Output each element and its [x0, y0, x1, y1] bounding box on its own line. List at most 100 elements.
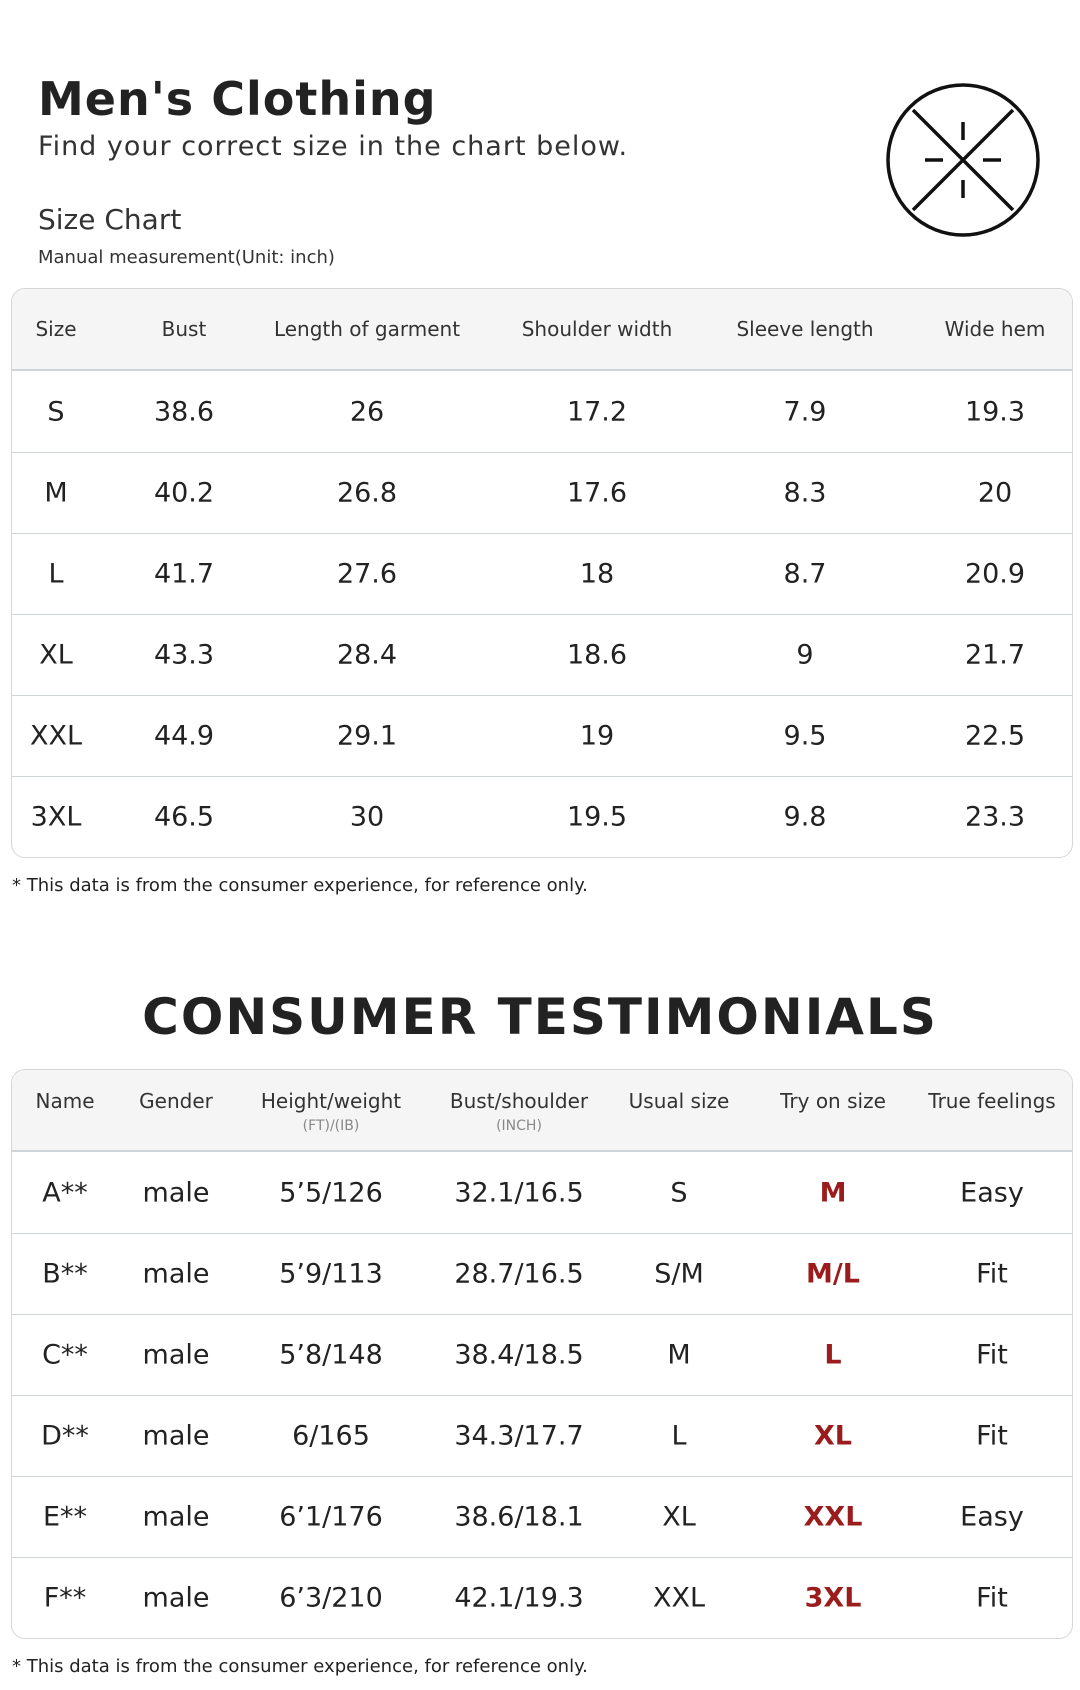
column-header: Sleeve length: [736, 317, 874, 341]
table-cell: 41.7: [153, 558, 215, 589]
column-header: Bust: [161, 317, 207, 341]
size-table: Size Bust Length of garment Shoulder width S…: [11, 288, 1073, 858]
table-header: [12, 289, 1072, 371]
row-divider: [12, 695, 1072, 696]
table-cell: 8.3: [783, 477, 827, 508]
table-cell: 17.2: [566, 396, 628, 427]
table-cell: 18.6: [566, 639, 628, 670]
table-cell: 28.4: [336, 639, 398, 670]
table-cell: S: [47, 396, 65, 427]
table-cell: Easy: [960, 1177, 1024, 1208]
column-header: Size: [35, 317, 77, 341]
column-header: Wide hem: [944, 317, 1046, 341]
table-cell: 38.4/18.5: [454, 1339, 584, 1370]
column-header: Gender: [139, 1089, 213, 1113]
table-cell: 42.1/19.3: [454, 1582, 584, 1613]
page-subtitle: Find your correct size in the chart belo…: [38, 131, 629, 162]
table-cell: 32.1/16.5: [454, 1177, 584, 1208]
table-cell: S: [670, 1177, 688, 1208]
table-header: [12, 1070, 1072, 1152]
try-on-size: XL: [813, 1420, 853, 1451]
row-divider: [12, 452, 1072, 453]
table-cell: 26.8: [336, 477, 398, 508]
table-cell: B**: [42, 1258, 88, 1289]
table-cell: L: [671, 1420, 687, 1451]
column-header: Length of garment: [273, 317, 461, 341]
table-cell: 38.6/18.1: [454, 1501, 584, 1532]
table-cell: 40.2: [153, 477, 215, 508]
try-on-size: XXL: [803, 1501, 863, 1532]
row-divider: [12, 614, 1072, 615]
footnote: * This data is from the consumer experie…: [12, 1656, 588, 1677]
table-cell: C**: [42, 1339, 88, 1370]
table-cell: 5’5/126: [279, 1177, 383, 1208]
table-cell: D**: [41, 1420, 89, 1451]
footnote: * This data is from the consumer experie…: [12, 875, 588, 896]
table-cell: 46.5: [153, 801, 215, 832]
table-cell: male: [142, 1501, 210, 1532]
table-cell: Fit: [976, 1339, 1008, 1370]
column-header: True feelings: [928, 1089, 1056, 1113]
table-cell: 17.6: [566, 477, 628, 508]
table-cell: 9.5: [783, 720, 827, 751]
table-cell: 9: [796, 639, 814, 670]
try-on-size: 3XL: [804, 1582, 862, 1613]
size-chart-title: Size Chart: [38, 203, 182, 236]
table-cell: 9.8: [783, 801, 827, 832]
column-header: Name: [35, 1089, 95, 1113]
table-cell: 6’3/210: [279, 1582, 383, 1613]
table-cell: 19: [579, 720, 615, 751]
table-cell: male: [142, 1420, 210, 1451]
table-cell: F**: [43, 1582, 87, 1613]
table-cell: 5’8/148: [279, 1339, 383, 1370]
table-cell: 23.3: [964, 801, 1026, 832]
table-cell: S/M: [654, 1258, 704, 1289]
table-cell: 22.5: [964, 720, 1026, 751]
table-cell: 38.6: [153, 396, 215, 427]
table-cell: 5’9/113: [279, 1258, 383, 1289]
table-cell: Fit: [976, 1582, 1008, 1613]
column-header: Usual size: [628, 1089, 730, 1113]
table-cell: 27.6: [336, 558, 398, 589]
table-cell: 20: [977, 477, 1013, 508]
table-cell: M: [44, 477, 68, 508]
table-cell: 26: [349, 396, 385, 427]
table-cell: E**: [42, 1501, 88, 1532]
row-divider: [12, 776, 1072, 777]
table-cell: Fit: [976, 1258, 1008, 1289]
table-cell: L: [48, 558, 64, 589]
table-cell: XL: [39, 639, 73, 670]
table-cell: male: [142, 1177, 210, 1208]
row-divider: [12, 533, 1072, 534]
column-header: Try on size: [780, 1089, 886, 1113]
column-unit: (INCH): [496, 1118, 542, 1134]
table-cell: 19.3: [964, 396, 1026, 427]
table-cell: XL: [662, 1501, 696, 1532]
table-cell: 29.1: [336, 720, 398, 751]
try-on-size: M/L: [806, 1258, 860, 1289]
column-header: Bust/shoulder: [449, 1089, 589, 1113]
table-cell: 20.9: [964, 558, 1026, 589]
testimonials-table: Name Gender Height/weight (FT)/(IB) Bust/sho…: [11, 1069, 1073, 1639]
table-cell: 18: [579, 558, 615, 589]
table-cell: Easy: [960, 1501, 1024, 1532]
row-divider: [12, 1314, 1072, 1315]
row-divider: [12, 1476, 1072, 1477]
column-header: Height/weight: [260, 1089, 402, 1113]
table-cell: M: [667, 1339, 691, 1370]
try-on-size: M: [819, 1177, 847, 1208]
table-cell: male: [142, 1582, 210, 1613]
table-cell: male: [142, 1339, 210, 1370]
table-cell: 34.3/17.7: [454, 1420, 584, 1451]
column-unit: (FT)/(IB): [302, 1118, 360, 1134]
row-divider: [12, 1395, 1072, 1396]
brand-logo: [886, 83, 1040, 237]
column-header: Shoulder width: [521, 317, 673, 341]
row-divider: [12, 1233, 1072, 1234]
table-cell: Fit: [976, 1420, 1008, 1451]
table-cell: 43.3: [153, 639, 215, 670]
table-cell: 3XL: [30, 801, 82, 832]
table-cell: 19.5: [566, 801, 628, 832]
table-cell: 6/165: [292, 1420, 370, 1451]
